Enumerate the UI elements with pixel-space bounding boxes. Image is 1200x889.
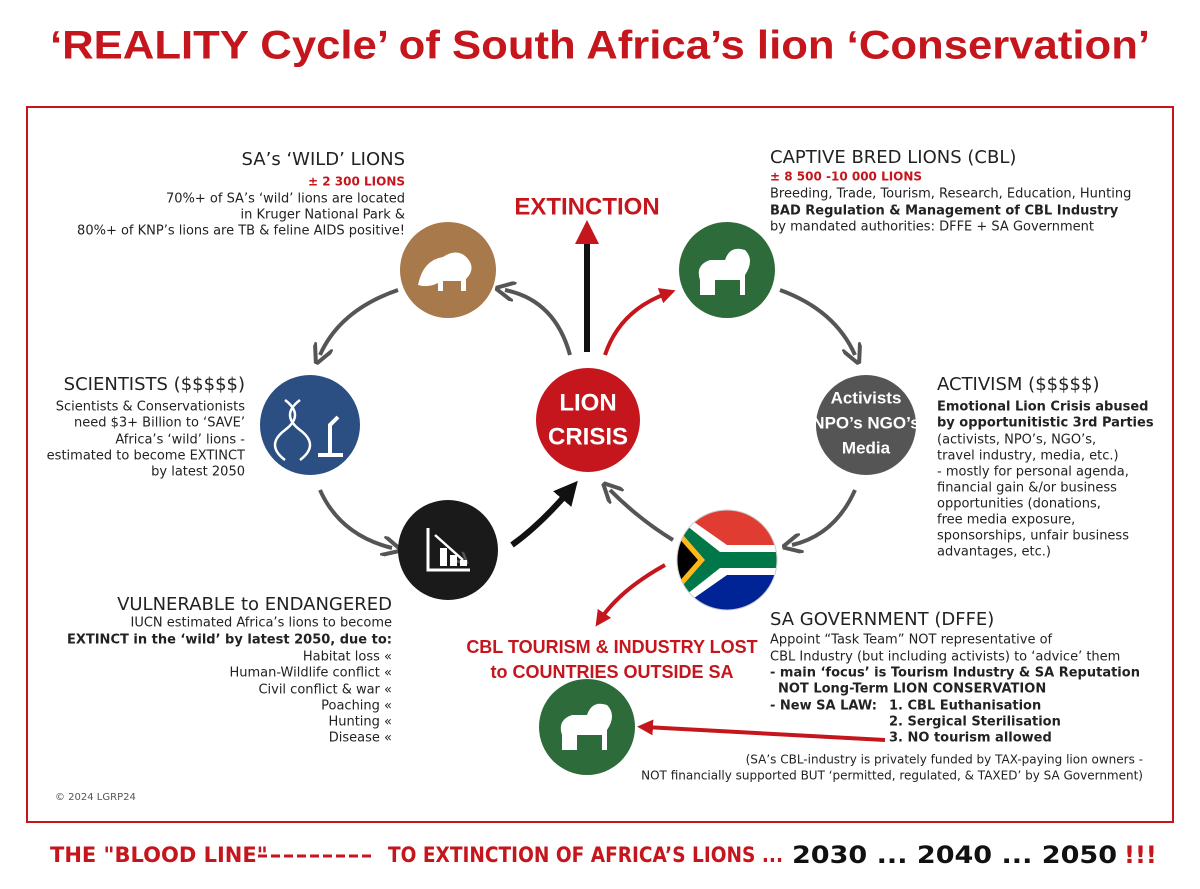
text: by latest 2050 [151,465,245,480]
icon-text: Activists [831,388,902,407]
text: by opportunitistic 3rd Parties [937,416,1154,431]
text: need $3+ Billion to ‘SAVE’ [74,416,245,431]
footnote: NOT financially supported BUT ‘permitted… [641,769,1143,783]
text: - main ‘focus’ is Tourism Industry & SA … [770,666,1140,681]
lost-text: to COUNTRIES OUTSIDE SA [490,662,733,682]
text: estimated to become EXTINCT [47,449,245,464]
law: 2. Sergical Sterilisation [889,715,1061,730]
count: ± 8 500 -10 000 LIONS [770,170,922,184]
icon-text: NPO’s NGO’s [812,413,919,432]
title: ‘REALITY Cycle’ of South Africa’s lion ‘… [50,24,1150,68]
text: - mostly for personal agenda, [937,465,1129,480]
text: 80%+ of KNP’s lions are TB & feline AIDS… [77,224,405,239]
frame [26,106,1174,823]
text: BAD Regulation & Management of CBL Indus… [770,204,1119,219]
cause: Poaching « [321,699,392,714]
text: free media exposure, [937,513,1075,528]
text: CBL Industry (but including activists) t… [770,650,1120,665]
text: EXTINCT in the ‘wild’ by latest 2050, du… [67,633,392,648]
text: Africa’s ‘wild’ lions - [115,433,245,448]
heading: CAPTIVE BRED LIONS (CBL) [770,147,1016,168]
footer-text: TO EXTINCTION OF AFRICA’S LIONS ... [388,843,783,867]
icon-text: Media [842,438,891,457]
text: Breeding, Trade, Tourism, Research, Educ… [770,187,1131,202]
text: Emotional Lion Crisis abused [937,400,1148,415]
cause: Habitat loss « [303,650,392,665]
text: Scientists & Conservationists [56,400,245,415]
text: - New SA LAW: [770,699,877,714]
heading: VULNERABLE to ENDANGERED [117,594,392,615]
heading: ACTIVISM ($$$$$) [937,374,1099,395]
cause: Disease « [329,731,392,746]
text: Appoint “Task Team” NOT representative o… [770,633,1053,648]
text: opportunities (donations, [937,497,1101,512]
cause: Civil conflict & war « [258,683,392,698]
text: sponsorships, unfair business [937,529,1129,544]
center-text: LION [559,389,616,416]
text: 70%+ of SA’s ‘wild’ lions are located [166,192,405,207]
heading: SCIENTISTS ($$$$$) [64,374,245,395]
heading: SA’s ‘WILD’ LIONS [242,149,405,170]
law: 3. NO tourism allowed [889,731,1052,746]
center-text: CRISIS [548,423,628,450]
cause: Hunting « [328,715,392,730]
text: (activists, NPO’s, NGO’s, [937,433,1096,448]
footer-years: 2030 ... 2040 ... 2050 [792,841,1117,869]
cause: Human-Wildlife conflict « [230,666,393,681]
copyright: © 2024 LGRP24 [55,792,136,803]
text: in Kruger National Park & [241,208,406,223]
text: NOT Long-Term LION CONSERVATION [778,682,1046,697]
arrows [320,220,886,742]
text: advantages, etc.) [937,545,1051,560]
text: IUCN estimated Africa’s lions to become [130,616,392,631]
heading: SA GOVERNMENT (DFFE) [770,609,994,630]
count: ± 2 300 LIONS [308,175,405,189]
text: financial gain &/or business [937,481,1117,496]
text: by mandated authorities: DFFE + SA Gover… [770,220,1094,235]
law: 1. CBL Euthanisation [889,699,1041,714]
lost-text: CBL TOURISM & INDUSTRY LOST [466,637,757,657]
footnote: (SA’s CBL-industry is privately funded b… [746,753,1143,767]
extinction: EXTINCTION [514,193,659,220]
footer-text: THE "BLOOD LINE" [50,843,268,867]
text: travel industry, media, etc.) [937,449,1119,464]
footer-text: !!! [1124,841,1157,869]
